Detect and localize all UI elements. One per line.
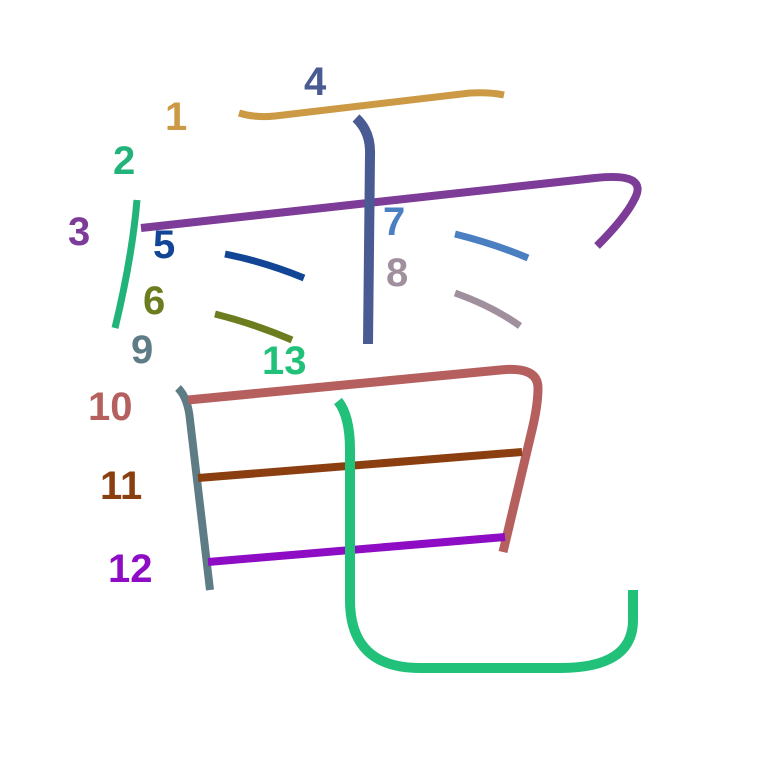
stroke-9	[175, 385, 214, 591]
stroke-4	[352, 114, 376, 345]
stroke-label-2: 2	[113, 139, 135, 183]
stroke-8	[453, 289, 523, 329]
stroke-5	[224, 250, 306, 282]
stroke-13	[333, 397, 638, 673]
stroke-label-7: 7	[383, 200, 405, 244]
stroke-10	[187, 364, 543, 554]
stroke-label-12: 12	[108, 547, 153, 591]
stroke-1	[237, 89, 505, 121]
stroke-6	[214, 310, 294, 344]
stroke-label-11: 11	[100, 464, 142, 508]
stroke-label-9: 9	[131, 328, 153, 372]
stroke-label-1: 1	[165, 95, 187, 139]
stroke-12	[207, 533, 506, 566]
stroke-label-8: 8	[386, 251, 408, 295]
stroke-2	[111, 199, 141, 329]
stroke-3	[140, 173, 642, 249]
stroke-label-13: 13	[262, 339, 307, 383]
stroke-label-5: 5	[153, 223, 175, 267]
stroke-label-10: 10	[88, 385, 133, 429]
stroke-label-4: 4	[304, 60, 327, 104]
stroke-11	[197, 448, 523, 482]
stroke-label-3: 3	[68, 210, 90, 254]
stroke-7	[454, 230, 530, 262]
stroke-label-6: 6	[143, 279, 165, 323]
